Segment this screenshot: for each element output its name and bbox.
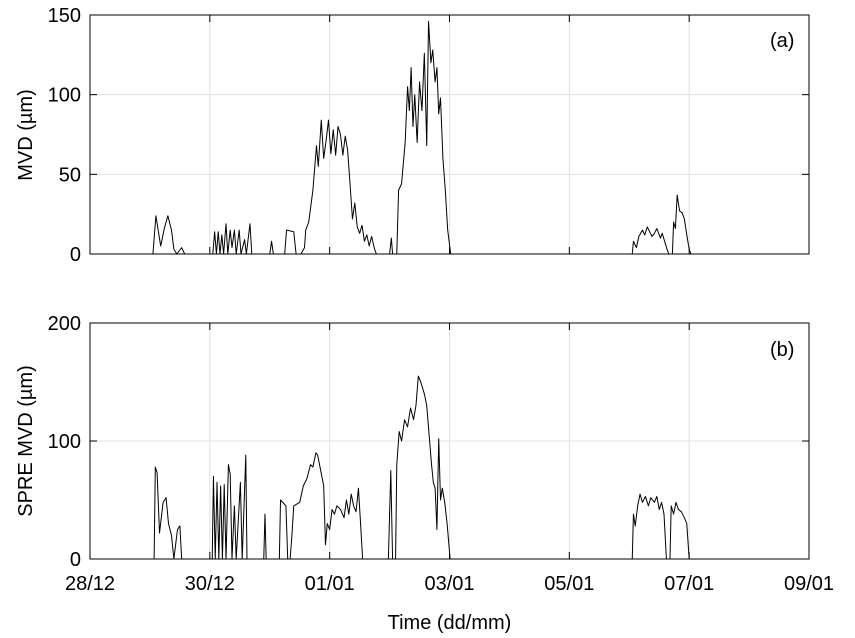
panel-b-label: (b) [770,339,794,361]
y-tick-label: 0 [70,244,81,266]
x-tick-label: 28/12 [65,573,115,595]
x-tick-label: 30/12 [185,573,235,595]
x-axis-label: Time (dd/mm) [388,612,512,634]
panel-b-tick-labels: 28/12 30/12 01/01 03/01 05/01 07/01 09/01 0 100 2… [48,313,834,595]
panel-b-y-axis-label: SPRE MVD (µm) [15,365,37,517]
panel-a-label: (a) [770,30,794,52]
x-tick-label: 03/01 [424,573,474,595]
panel-b-ticks [89,322,810,560]
y-tick-label: 0 [70,549,81,571]
y-tick-label: 150 [48,5,81,27]
x-tick-label: 09/01 [784,573,834,595]
panel-b-grid [90,323,809,559]
y-tick-label: 50 [59,164,81,186]
x-tick-label: 05/01 [544,573,594,595]
panel-a-y-axis-label: MVD (µm) [15,89,37,181]
panel-a-tick-labels: 0 50 100 150 [48,5,81,266]
panel-a: 0 50 100 150 (a) MVD (µm) [15,5,810,266]
series-line [90,375,750,560]
series-line [90,20,750,255]
x-tick-label: 01/01 [305,573,355,595]
panel-b-series-group [90,375,750,560]
y-tick-label: 100 [48,431,81,453]
panel-b: 28/12 30/12 01/01 03/01 05/01 07/01 09/01 0 100 2… [15,313,834,634]
panel-a-ticks [89,14,810,255]
y-tick-label: 200 [48,313,81,335]
x-tick-label: 07/01 [664,573,714,595]
panel-a-grid [90,15,809,254]
panel-a-series-group [90,20,750,255]
y-tick-label: 100 [48,85,81,107]
